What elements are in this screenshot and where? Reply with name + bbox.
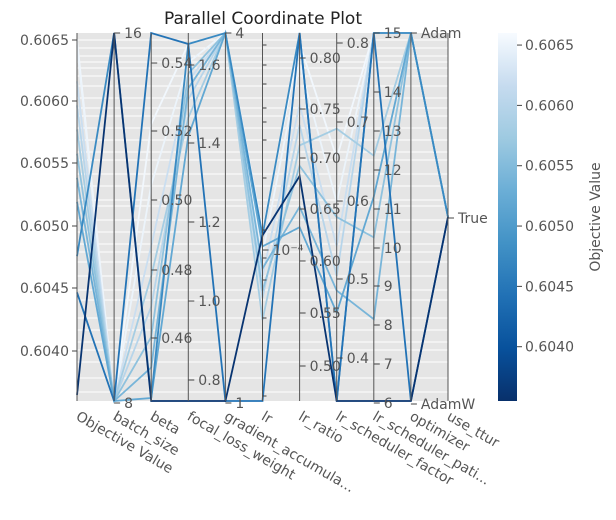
tick-label: 4 [235,26,244,42]
colorbar-tick-label: 0.6050 [525,219,574,235]
tick-label: Adam [421,26,461,42]
tick-label: 0.4 [347,351,369,367]
colorbar-tick-label: 0.6040 [525,340,574,356]
tick-label: 0.75 [310,102,341,118]
tick-label: 11 [384,202,402,218]
tick-label: 0.6060 [20,94,69,110]
tick-label: 1.4 [198,136,220,152]
colorbar-tick-label: 0.6065 [525,38,574,54]
tick-label: 8 [124,396,133,412]
tick-label: 14 [384,85,402,101]
tick-label: 0.48 [161,263,192,279]
tick-label: 12 [384,163,402,179]
tick-label: 13 [384,124,402,140]
tick-label: 0.65 [310,202,341,218]
tick-label: 6 [384,396,393,412]
tick-label: 0.60 [310,254,341,270]
tick-label: 15 [384,26,402,42]
tick-label: 0.80 [310,51,341,67]
tick-label: 0.6055 [20,156,69,172]
tick-label: 0.8 [347,36,369,52]
tick-label: 0.5 [347,272,369,288]
tick-label: 16 [124,26,142,42]
tick-label: 0.6050 [20,219,69,235]
colorbar-tick-label: 0.6045 [525,279,574,295]
tick-label: 0.50 [161,193,192,209]
tick-label: 0.8 [198,373,220,389]
tick-label: 10⁻⁴ [273,243,304,259]
tick-label: 0.6065 [20,33,69,49]
tick-label: AdamW [421,397,475,413]
tick-label: 1.6 [198,58,220,74]
colorbar-gradient [498,33,517,401]
tick-label: 0.6 [347,194,369,210]
colorbar: 0.6040 0.6045 0.6050 0.6055 0.6060 0.6065 Obje… [498,33,604,401]
colorbar-tick-label: 0.6060 [525,98,574,114]
tick-label: 8 [384,318,393,334]
tick-label: 0.7 [347,115,369,131]
chart-title: Parallel Coordinate Plot [164,9,362,29]
colorbar-label: Objective Value [588,162,604,271]
tick-label: 7 [384,357,393,373]
tick-label: 1.0 [198,294,220,310]
tick-label: 0.52 [161,124,192,140]
colorbar-tick-label: 0.6055 [525,159,574,175]
tick-label: 0.50 [310,359,341,375]
tick-label: 0.6040 [20,344,69,360]
tick-label: 9 [384,279,393,295]
tick-label: 0.54 [161,56,192,72]
plot-area: 0.60400.60450.60500.60550.60600.6065Obje… [20,26,502,496]
tick-label: 1.2 [198,215,220,231]
axis-name-label: lr [259,409,276,428]
tick-label: True [457,211,488,227]
tick-label: 1 [235,396,244,412]
tick-label: 0.6045 [20,281,69,297]
tick-label: 0.70 [310,151,341,167]
tick-label: 0.55 [310,306,341,322]
tick-label: 0.46 [161,331,192,347]
tick-label: 10 [384,241,402,257]
